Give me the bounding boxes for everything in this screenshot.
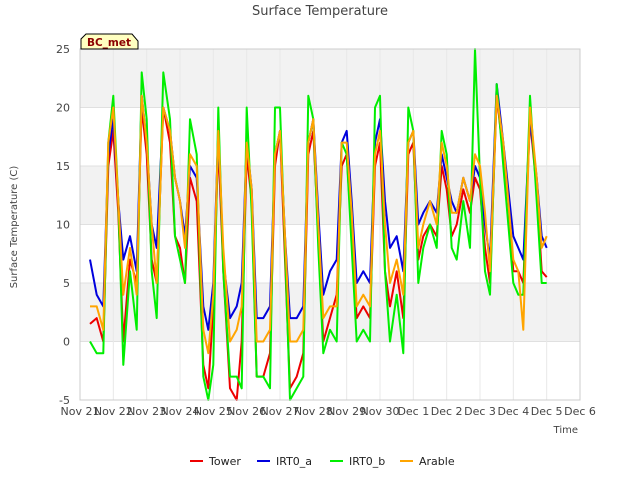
y-tick-label: 25 bbox=[56, 43, 70, 56]
badge-shape bbox=[80, 33, 139, 50]
x-tick-label: Nov 29 bbox=[327, 405, 366, 418]
plot-frame bbox=[79, 48, 581, 401]
y-tick-label: 5 bbox=[63, 277, 70, 290]
x-tick-label: Nov 24 bbox=[161, 405, 200, 418]
series-line-arable bbox=[90, 94, 548, 355]
badge-label: BC_met bbox=[87, 37, 131, 49]
x-tick-label: Nov 30 bbox=[361, 405, 400, 418]
y-tick-labels: -5 0 5 10 15 20 25 bbox=[56, 43, 70, 407]
x-tick-label: Dec 5 bbox=[531, 405, 563, 418]
plot-bands bbox=[80, 49, 580, 400]
x-tick-label: Nov 28 bbox=[294, 405, 333, 418]
y-axis-label: Surface Temperature (C) bbox=[9, 166, 20, 289]
legend-label: IRT0_a bbox=[276, 455, 312, 468]
x-tick-label: Dec 2 bbox=[431, 405, 463, 418]
x-tick-label: Dec 6 bbox=[564, 405, 596, 418]
series-lines bbox=[89, 48, 548, 401]
x-tick-label: Dec 1 bbox=[397, 405, 429, 418]
x-tick-label: Nov 25 bbox=[194, 405, 233, 418]
x-tick-label: Dec 3 bbox=[464, 405, 496, 418]
plot-band bbox=[80, 341, 580, 400]
station-badge: BC_met bbox=[80, 33, 139, 50]
legend-label: Arable bbox=[419, 455, 455, 468]
legend-label: IRT0_b bbox=[349, 455, 385, 468]
plot-band bbox=[80, 49, 580, 108]
x-tick-label: Nov 21 bbox=[61, 405, 100, 418]
y-tick-label: 20 bbox=[56, 102, 70, 115]
x-tick-label: Nov 26 bbox=[227, 405, 266, 418]
y-tick-label: 0 bbox=[63, 336, 70, 349]
x-tick-label: Nov 22 bbox=[94, 405, 133, 418]
plot-band bbox=[80, 166, 580, 225]
y-tick-label: 15 bbox=[56, 160, 70, 173]
x-tick-label: Nov 23 bbox=[127, 405, 166, 418]
y-tick-label: 10 bbox=[56, 219, 70, 232]
x-axis-label: Time bbox=[553, 425, 578, 436]
x-tick-label: Dec 4 bbox=[497, 405, 529, 418]
chart-title: Surface Temperature bbox=[252, 4, 388, 19]
legend: Tower IRT0_a IRT0_b Arable bbox=[190, 455, 455, 468]
x-tick-label: Nov 27 bbox=[261, 405, 300, 418]
y-tick-label: -5 bbox=[59, 394, 70, 407]
legend-label: Tower bbox=[208, 455, 241, 468]
